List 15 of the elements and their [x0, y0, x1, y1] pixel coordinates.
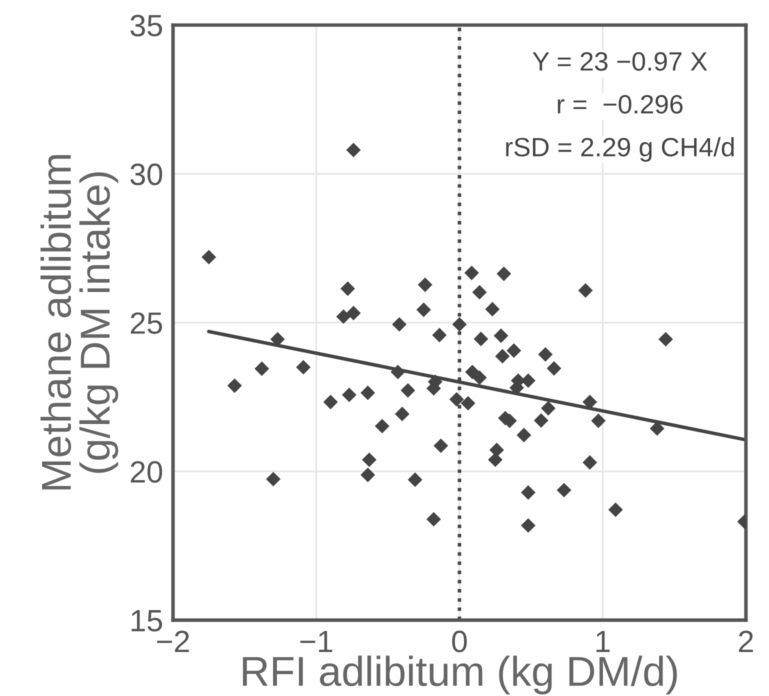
y-axis-title: Methane adlibitum (g/kg DM intake) [40, 155, 118, 490]
annotation: Y = 23 −0.97 X [532, 52, 708, 71]
y-tick-label: 25 [130, 312, 162, 334]
x-axis-title: RFI adlibitum (kg DM/d) [242, 656, 677, 694]
y-tick-label: 30 [130, 164, 162, 186]
annotation: rSD = 2.29 g CH4/d [506, 137, 734, 162]
x-tick-label: −2 [157, 630, 189, 652]
annotation: r = −0.296 [558, 94, 683, 114]
x-tick-label: 1 [596, 630, 610, 652]
y-tick-label: 15 [132, 610, 162, 632]
x-tick-label: 0 [452, 630, 467, 652]
y-tick-label: 20 [130, 461, 162, 483]
x-tick-label: 2 [738, 630, 753, 652]
x-tick-label: −1 [300, 630, 332, 652]
y-tick-label: 35 [130, 14, 162, 36]
